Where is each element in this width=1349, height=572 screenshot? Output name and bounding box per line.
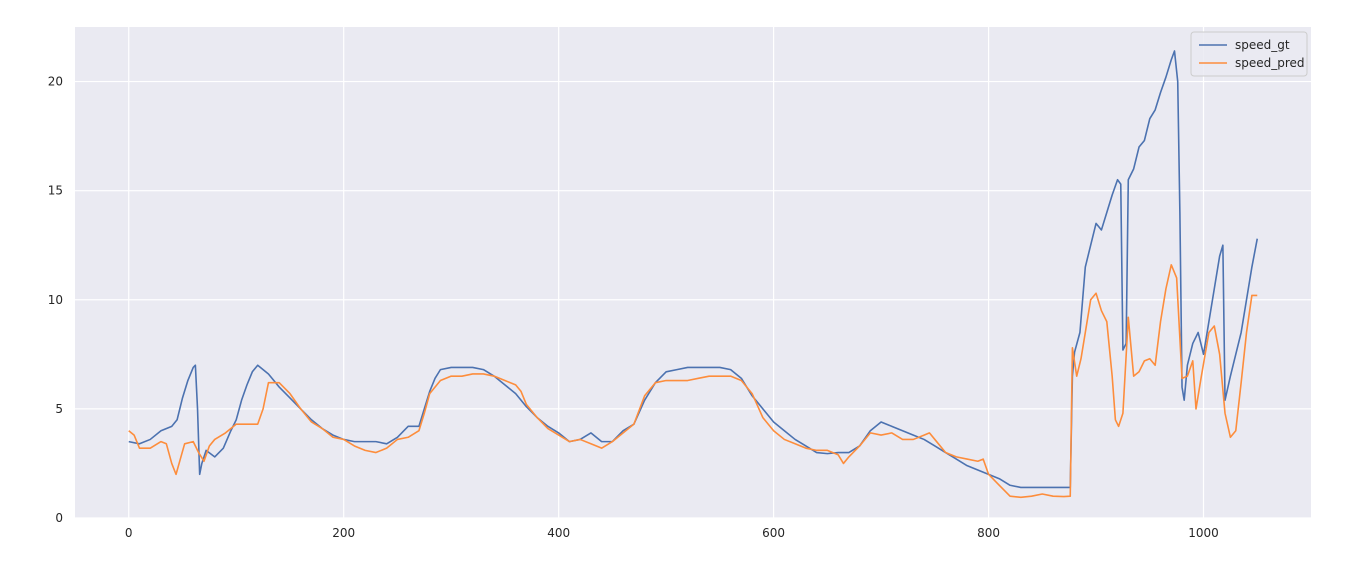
x-tick-label: 800: [977, 526, 1000, 540]
series-line-speed-gt: [128, 50, 1259, 489]
x-tick-label: 1000: [1188, 526, 1219, 540]
legend: speed_gt speed_pred: [1190, 31, 1308, 77]
y-tick-label: 0: [55, 511, 63, 525]
x-tick-label: 200: [332, 526, 355, 540]
x-tick-label: 0: [125, 526, 133, 540]
x-tick-label: 400: [547, 526, 570, 540]
legend-box: [1190, 31, 1308, 77]
legend-label: speed_gt: [1235, 38, 1290, 52]
grid-lines: [75, 27, 1311, 519]
y-tick-label: 5: [55, 402, 63, 416]
series-line-speed-pred: [128, 264, 1258, 499]
series-layer: [128, 50, 1259, 499]
y-tick-label: 20: [48, 75, 63, 89]
x-axis-ticks: 0 200 400 600 800 1000: [125, 526, 1219, 540]
x-tick-label: 600: [762, 526, 785, 540]
y-tick-label: 10: [48, 293, 63, 307]
y-tick-label: 15: [48, 184, 63, 198]
plot-background: [75, 27, 1311, 518]
legend-label: speed_pred: [1235, 56, 1305, 70]
y-axis-ticks: 0 5 10 15 20: [48, 75, 63, 525]
